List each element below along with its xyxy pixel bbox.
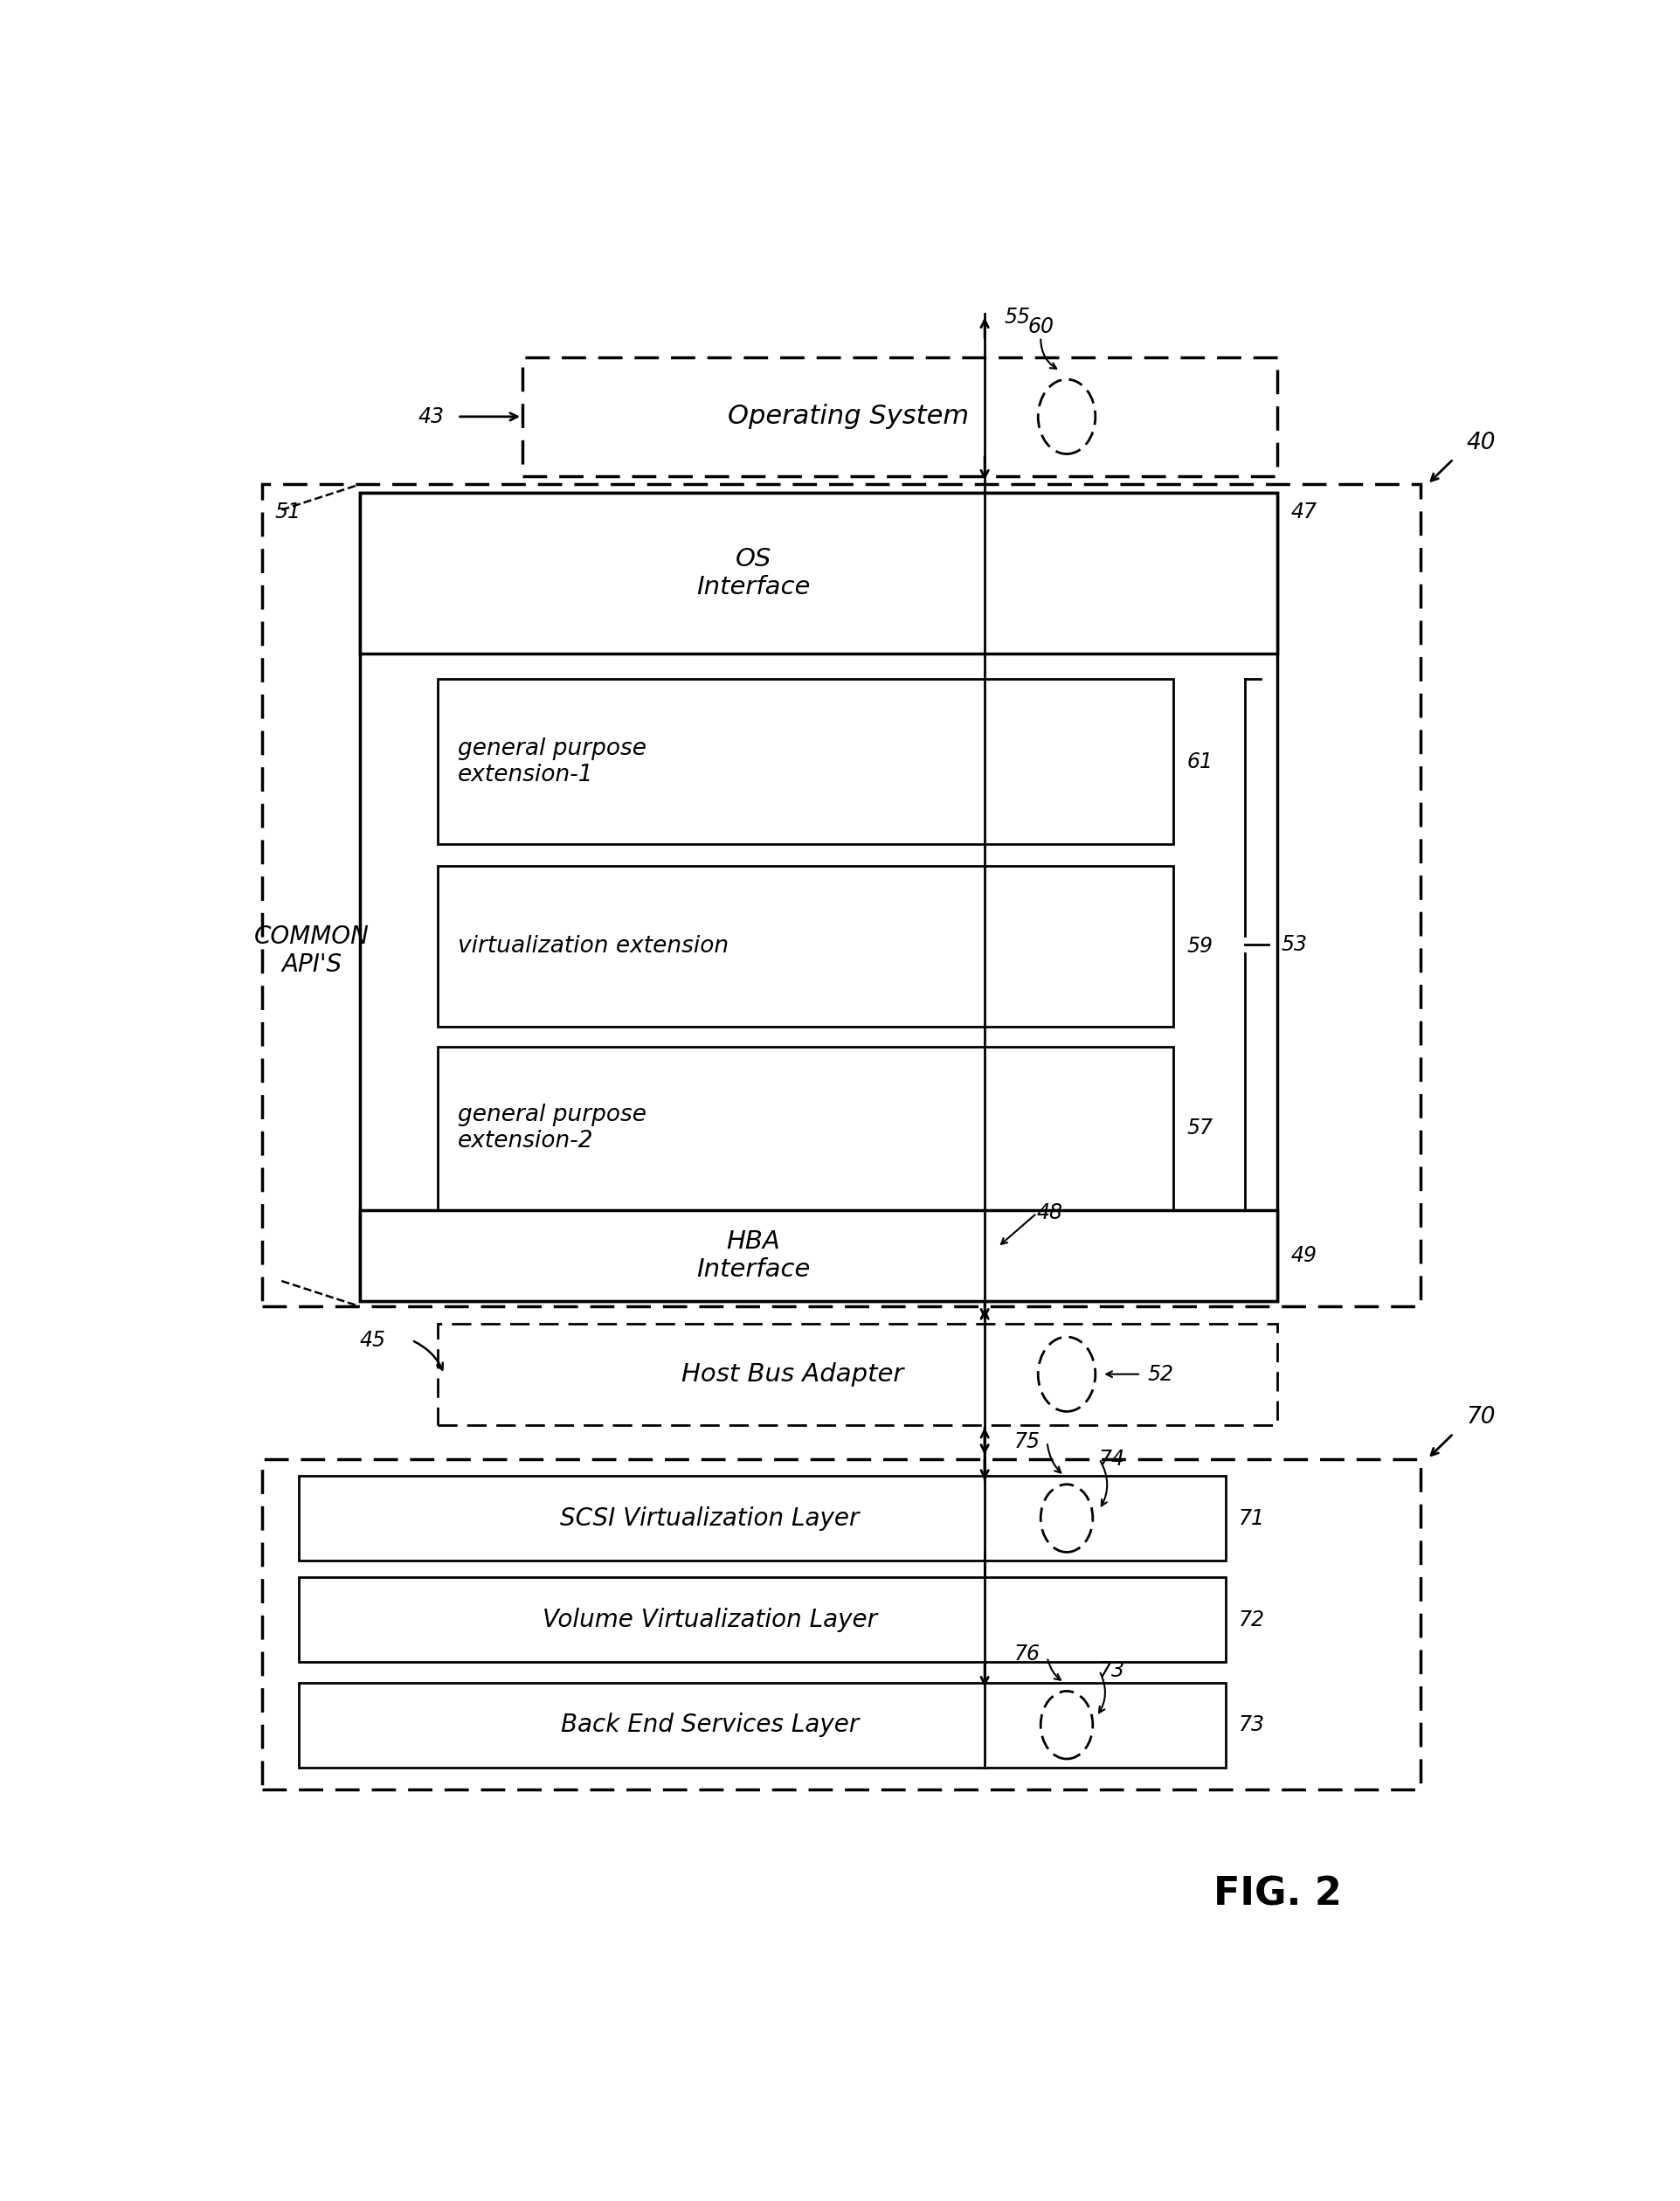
Text: 61: 61	[1186, 751, 1213, 773]
Bar	[262, 484, 1421, 1307]
Text: SCSI Virtualization Layer: SCSI Virtualization Layer	[561, 1505, 860, 1530]
Text: Back End Services Layer: Back End Services Layer	[561, 1712, 858, 1737]
Text: 71: 71	[1238, 1508, 1265, 1530]
Text: 70: 70	[1467, 1406, 1495, 1428]
Text: 57: 57	[1186, 1118, 1213, 1138]
Bar	[299, 1578, 1226, 1662]
Text: Volume Virtualization Layer: Volume Virtualization Layer	[543, 1607, 877, 1633]
Bar	[438, 680, 1173, 843]
Text: 72: 72	[1238, 1609, 1265, 1631]
Text: 53: 53	[1282, 933, 1307, 955]
Text: 45: 45	[360, 1329, 386, 1351]
Bar	[299, 1477, 1226, 1561]
Text: 59: 59	[1186, 935, 1213, 957]
Text: Host Bus Adapter: Host Bus Adapter	[682, 1362, 904, 1387]
Text: 60: 60	[1028, 317, 1053, 337]
Bar	[360, 493, 1278, 1301]
Text: 49: 49	[1290, 1246, 1317, 1266]
Bar	[438, 1048, 1173, 1211]
Text: FIG. 2: FIG. 2	[1213, 1875, 1342, 1913]
Text: 51: 51	[276, 502, 301, 522]
Text: 75: 75	[1015, 1431, 1040, 1453]
Text: COMMON
API'S: COMMON API'S	[254, 924, 370, 977]
Bar	[438, 865, 1173, 1028]
Text: OS
Interface: OS Interface	[697, 548, 810, 601]
Bar	[262, 1459, 1421, 1789]
Bar	[360, 1211, 1278, 1301]
Bar	[438, 1323, 1278, 1424]
Bar	[522, 357, 1278, 475]
Text: 74: 74	[1099, 1448, 1126, 1470]
Text: 73: 73	[1238, 1715, 1265, 1737]
Text: 48: 48	[1037, 1202, 1063, 1224]
Text: 47: 47	[1290, 502, 1317, 522]
Text: virtualization extension: virtualization extension	[457, 935, 729, 957]
Text: general purpose
extension-1: general purpose extension-1	[457, 737, 647, 786]
Text: 52: 52	[1147, 1365, 1174, 1384]
Text: Operating System: Operating System	[727, 405, 969, 429]
Text: 73: 73	[1099, 1660, 1126, 1682]
Text: general purpose
extension-2: general purpose extension-2	[457, 1105, 647, 1153]
Text: 55: 55	[1005, 306, 1030, 328]
Text: 43: 43	[418, 407, 445, 427]
Text: HBA
Interface: HBA Interface	[697, 1228, 810, 1281]
Text: 40: 40	[1467, 431, 1495, 453]
Bar	[360, 493, 1278, 654]
Bar	[299, 1682, 1226, 1767]
Text: 76: 76	[1015, 1644, 1040, 1664]
